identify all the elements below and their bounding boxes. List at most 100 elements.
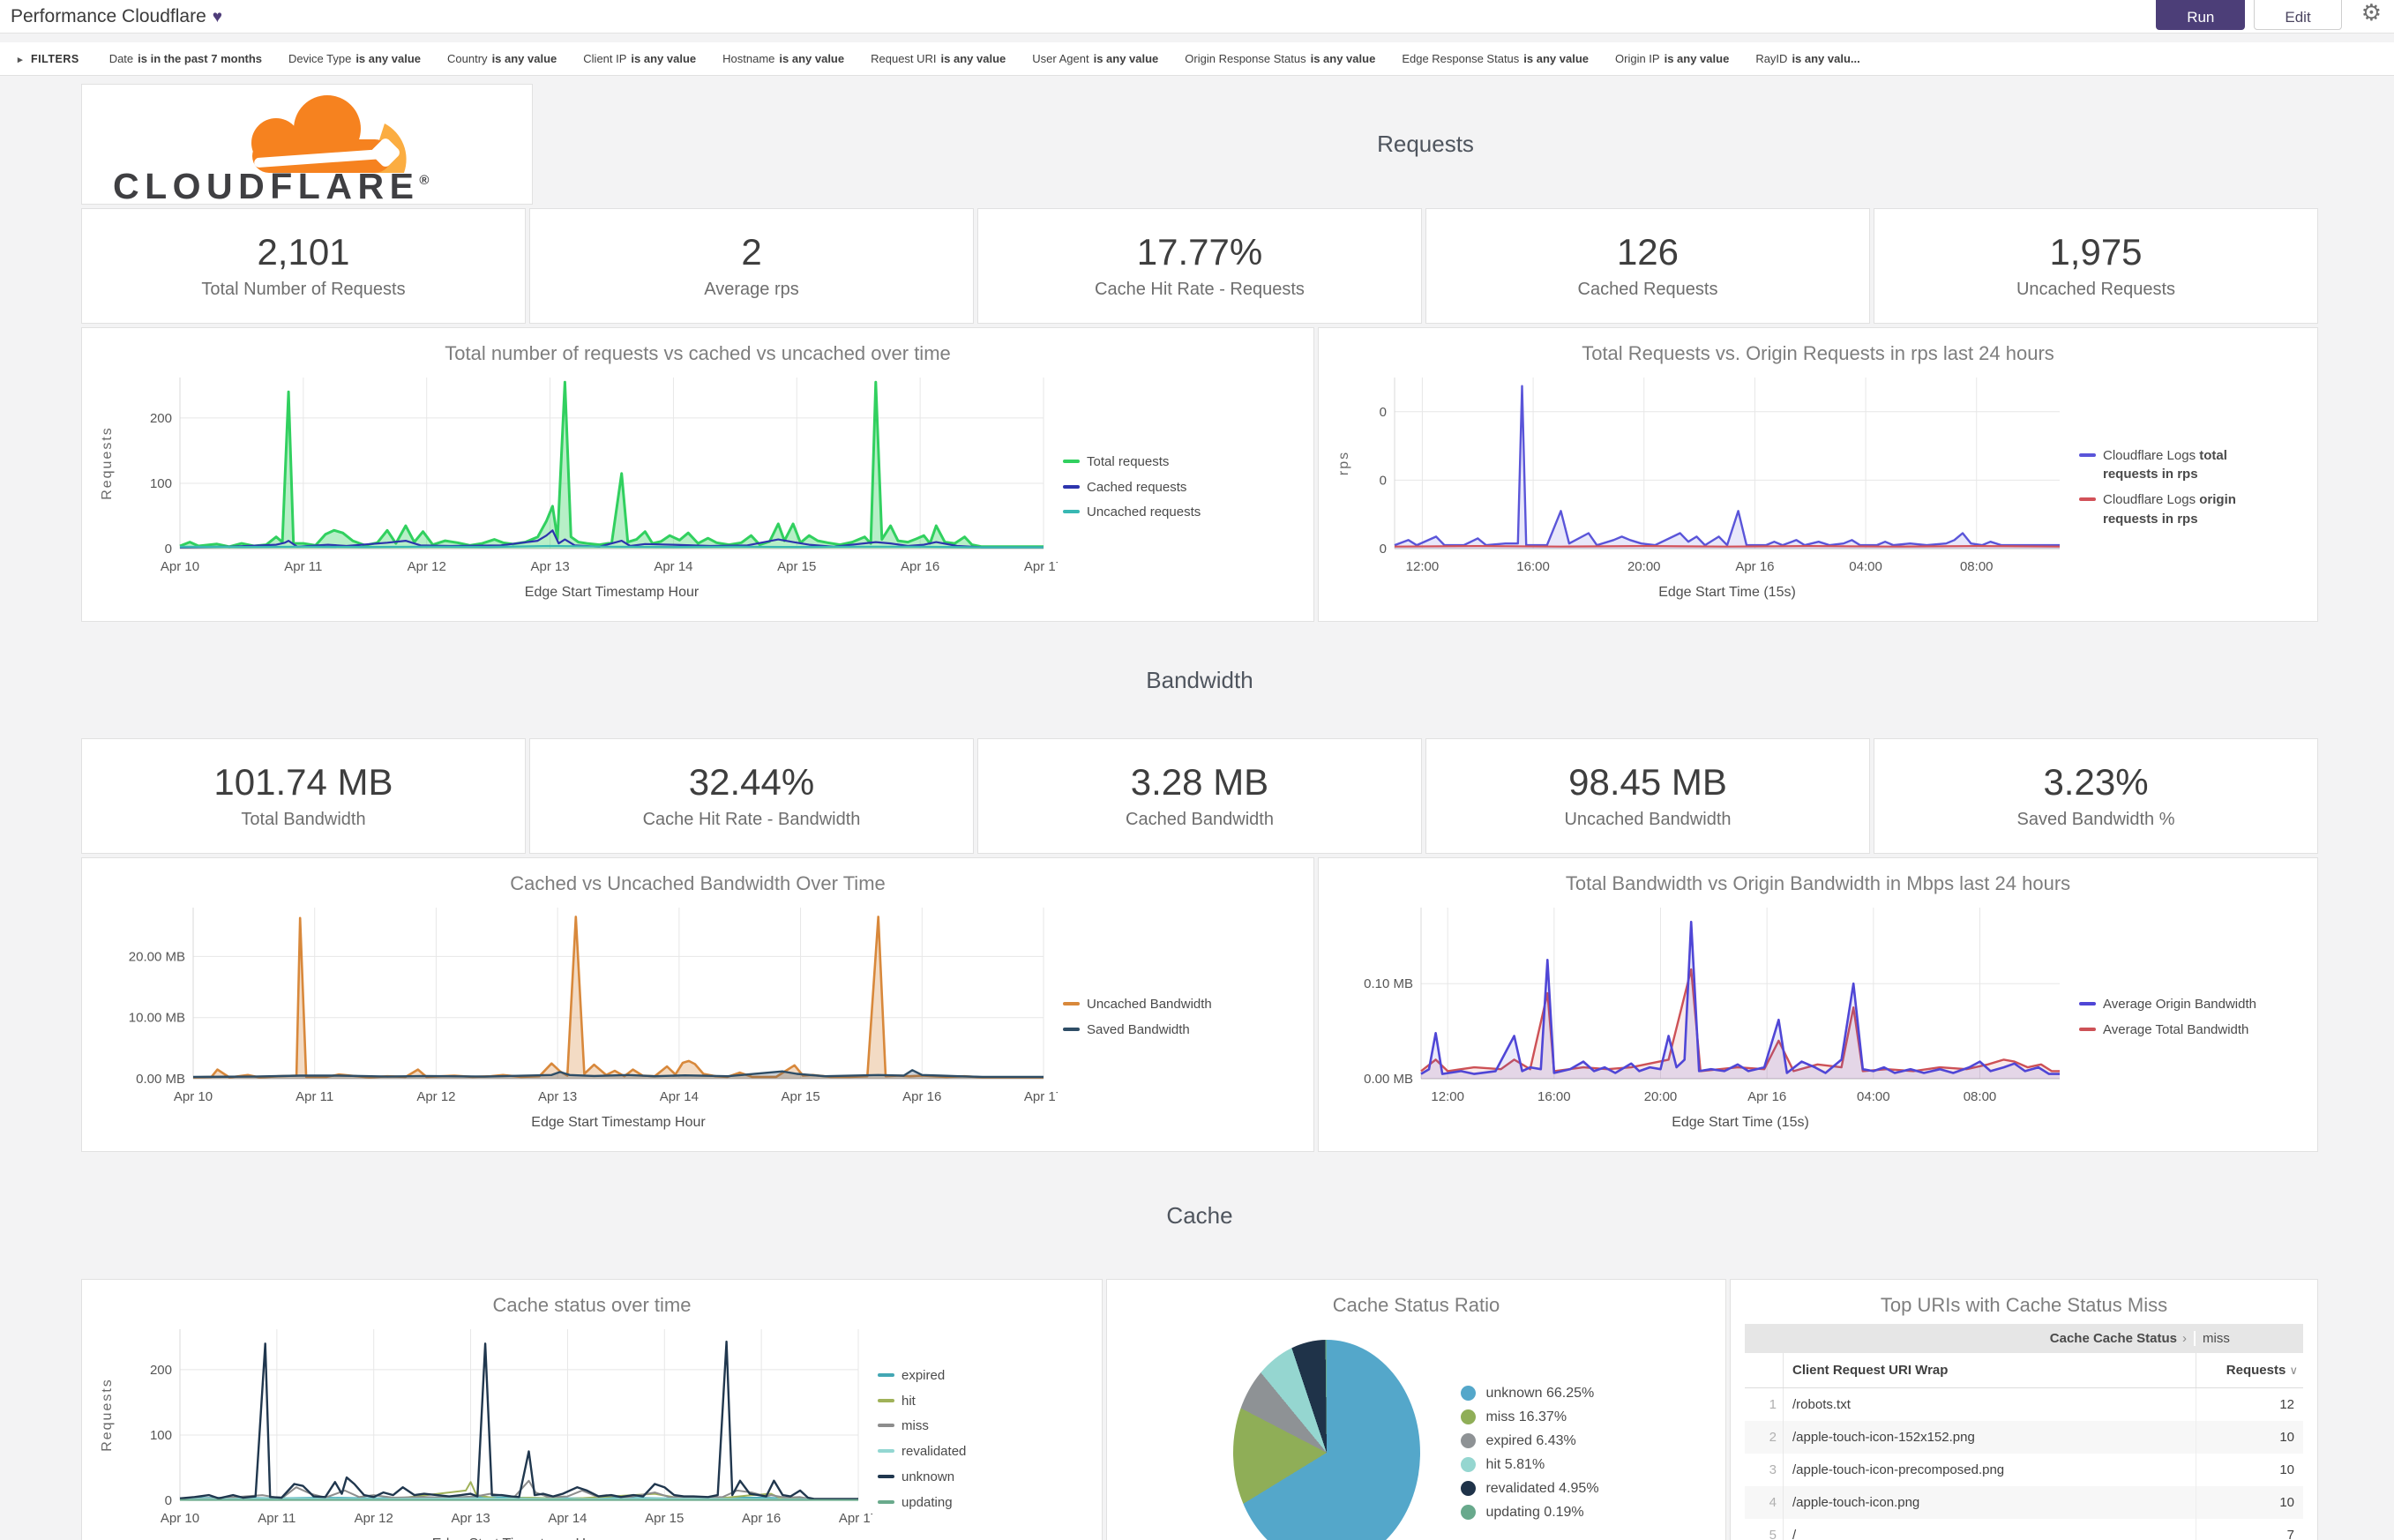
svg-text:04:00: 04:00: [1849, 559, 1882, 574]
legend-item[interactable]: Cloudflare Logs total requests in rps: [2079, 446, 2255, 485]
kpi-uncached-bandwidth: 98.45 MB Uncached Bandwidth: [1425, 738, 1870, 854]
chart-legend: Total requests Cached requests Uncached re…: [1063, 446, 1201, 528]
filter-hostname[interactable]: Hostname is any value: [722, 52, 845, 65]
legend-item[interactable]: Saved Bandwidth: [1063, 1020, 1212, 1040]
legend-item[interactable]: Average Total Bandwidth: [2079, 1020, 2256, 1040]
svg-text:Apr 13: Apr 13: [538, 1089, 577, 1104]
pivot-header[interactable]: Cache Cache Status ›: [1745, 1331, 2196, 1346]
svg-text:08:00: 08:00: [1960, 559, 1994, 574]
chart-canvas[interactable]: Apr 10 Apr 11 Apr 12 Apr 13 Apr 14 Apr 15 Apr …: [96, 1319, 878, 1540]
filter-client-ip[interactable]: Client IP is any value: [583, 52, 697, 65]
filter-request-uri[interactable]: Request URI is any value: [871, 52, 1006, 65]
chart-canvas[interactable]: 12:00 16:00 20:00 Apr 16 04:00 08:00 0 0 0 Edge S…: [1333, 367, 2074, 608]
chart-canvas[interactable]: Apr 10 Apr 11 Apr 12 Apr 13 Apr 14 Apr 15 Apr …: [96, 897, 1063, 1138]
svg-text:0: 0: [1380, 405, 1387, 420]
svg-text:Apr 11: Apr 11: [258, 1511, 296, 1526]
top-bar: Performance Cloudflare ♥ Run Edit ⚙: [0, 0, 2394, 34]
run-button[interactable]: Run: [2156, 0, 2246, 30]
svg-text:Edge Start Timestamp Hour: Edge Start Timestamp Hour: [432, 1536, 607, 1540]
legend-item[interactable]: hit 5.81%: [1461, 1457, 1598, 1473]
svg-text:Apr 11: Apr 11: [284, 559, 322, 574]
kpi-uncached-requests: 1,975 Uncached Requests: [1874, 208, 2318, 324]
kpi-saved-bandwidth: 3.23% Saved Bandwidth %: [1874, 738, 2318, 854]
svg-text:Apr 13: Apr 13: [530, 559, 569, 574]
svg-text:200: 200: [150, 411, 172, 426]
filter-device-type[interactable]: Device Type is any value: [288, 52, 422, 65]
svg-text:Apr 16: Apr 16: [1735, 559, 1774, 574]
legend-item[interactable]: Uncached requests: [1063, 503, 1201, 522]
dashboard-content: CLOUDFLARE® Requests 2,101 Total Number o…: [0, 76, 2394, 1540]
legend-item[interactable]: Average Origin Bandwidth: [2079, 995, 2256, 1014]
column-header-requests[interactable]: Requests ∨: [2196, 1353, 2303, 1387]
table-row: 3/apple-touch-icon-precomposed.png 10: [1745, 1454, 2303, 1486]
legend-item[interactable]: Uncached Bandwidth: [1063, 995, 1212, 1014]
legend-item[interactable]: updating: [878, 1493, 966, 1513]
filter-user-agent[interactable]: User Agent is any value: [1032, 52, 1159, 65]
filter-origin-ip[interactable]: Origin IP is any value: [1615, 52, 1730, 65]
svg-text:10.00 MB: 10.00 MB: [129, 1011, 185, 1026]
svg-text:0.10 MB: 0.10 MB: [1364, 976, 1413, 991]
chart-requests-over-time: Total number of requests vs cached vs un…: [81, 327, 1314, 622]
svg-text:Apr 13: Apr 13: [451, 1511, 490, 1526]
svg-text:Edge Start Time (15s): Edge Start Time (15s): [1672, 1115, 1809, 1130]
gear-icon[interactable]: ⚙: [2360, 0, 2382, 26]
filter-rayid[interactable]: RayID is any valu...: [1755, 52, 1860, 65]
legend-item[interactable]: revalidated: [878, 1442, 966, 1462]
legend-item[interactable]: miss: [878, 1417, 966, 1436]
svg-text:0: 0: [1380, 473, 1387, 488]
chart-canvas[interactable]: Apr 10 Apr 11 Apr 12 Apr 13 Apr 14 Apr 15 Apr …: [96, 367, 1063, 608]
kpi-cached-requests: 126 Cached Requests: [1425, 208, 1870, 324]
svg-text:Apr 16: Apr 16: [901, 559, 939, 574]
chart-legend: expired hit miss revalidated unknown updating: [878, 1360, 966, 1519]
chart-canvas[interactable]: 12:00 16:00 20:00 Apr 16 04:00 08:00 0.00 MB 0.…: [1333, 897, 2074, 1138]
filters-toggle[interactable]: ▸ FILTERS: [18, 52, 79, 65]
svg-text:0.00 MB: 0.00 MB: [1364, 1072, 1413, 1087]
svg-text:Apr 14: Apr 14: [548, 1511, 587, 1526]
legend-item[interactable]: Total requests: [1063, 452, 1201, 472]
chart-legend: Average Origin Bandwidth Average Total Ba…: [2079, 989, 2256, 1046]
kpi-total-bandwidth: 101.74 MB Total Bandwidth: [81, 738, 526, 854]
filter-edge-response-status[interactable]: Edge Response Status is any value: [1402, 52, 1590, 65]
legend-item[interactable]: unknown 66.25%: [1461, 1386, 1598, 1402]
chevron-right-icon: ›: [2182, 1331, 2187, 1346]
legend-item[interactable]: expired: [878, 1366, 966, 1386]
svg-text:20:00: 20:00: [1644, 1089, 1678, 1104]
svg-text:20:00: 20:00: [1627, 559, 1661, 574]
kpi-total-requests: 2,101 Total Number of Requests: [81, 208, 526, 324]
svg-text:Edge Start Timestamp Hour: Edge Start Timestamp Hour: [531, 1115, 706, 1130]
legend-item[interactable]: Cached requests: [1063, 478, 1201, 497]
filter-country[interactable]: Country is any value: [447, 52, 557, 65]
top-uris-miss-tile: Top URIs with Cache Status Miss Cache Ca…: [1730, 1279, 2318, 1540]
svg-text:0.00 MB: 0.00 MB: [136, 1072, 185, 1087]
svg-text:Requests: Requests: [100, 1378, 115, 1452]
kpi-cache-hit-rate-requests: 17.77% Cache Hit Rate - Requests: [977, 208, 1422, 324]
filter-date[interactable]: Date is in the past 7 months: [108, 52, 263, 65]
legend-item[interactable]: expired 6.43%: [1461, 1433, 1598, 1449]
kpi-cache-hit-rate-bandwidth: 32.44% Cache Hit Rate - Bandwidth: [529, 738, 974, 854]
legend-item[interactable]: unknown: [878, 1468, 966, 1487]
svg-text:Apr 17: Apr 17: [1024, 1089, 1058, 1104]
cache-status-pie[interactable]: [1233, 1340, 1421, 1540]
edit-button[interactable]: Edit: [2254, 0, 2342, 30]
legend-item[interactable]: miss 16.37%: [1461, 1409, 1598, 1425]
filter-origin-response-status[interactable]: Origin Response Status is any value: [1185, 52, 1376, 65]
legend-item[interactable]: Cloudflare Logs origin requests in rps: [2079, 490, 2255, 529]
svg-text:Edge Start Timestamp Hour: Edge Start Timestamp Hour: [525, 585, 699, 600]
legend-item[interactable]: hit: [878, 1392, 966, 1411]
svg-text:0: 0: [1380, 542, 1387, 557]
svg-text:100: 100: [150, 1428, 172, 1443]
svg-text:20.00 MB: 20.00 MB: [129, 949, 185, 964]
column-header-uri[interactable]: Client Request URI Wrap: [1792, 1363, 1949, 1378]
legend-item[interactable]: updating 0.19%: [1461, 1505, 1598, 1521]
svg-text:Apr 16: Apr 16: [1747, 1089, 1786, 1104]
table-row: 5/7: [1745, 1519, 2303, 1540]
table-row: 1/robots.txt 12: [1745, 1388, 2303, 1421]
svg-text:0: 0: [165, 542, 172, 557]
svg-text:100: 100: [150, 476, 172, 491]
svg-text:Apr 17: Apr 17: [839, 1511, 872, 1526]
legend-item[interactable]: revalidated 4.95%: [1461, 1481, 1599, 1497]
section-header-requests: Requests: [1377, 131, 1474, 157]
svg-text:12:00: 12:00: [1406, 559, 1440, 574]
chart-rps-24h: Total Requests vs. Origin Requests in rp…: [1318, 327, 2318, 622]
svg-text:Apr 12: Apr 12: [355, 1511, 393, 1526]
